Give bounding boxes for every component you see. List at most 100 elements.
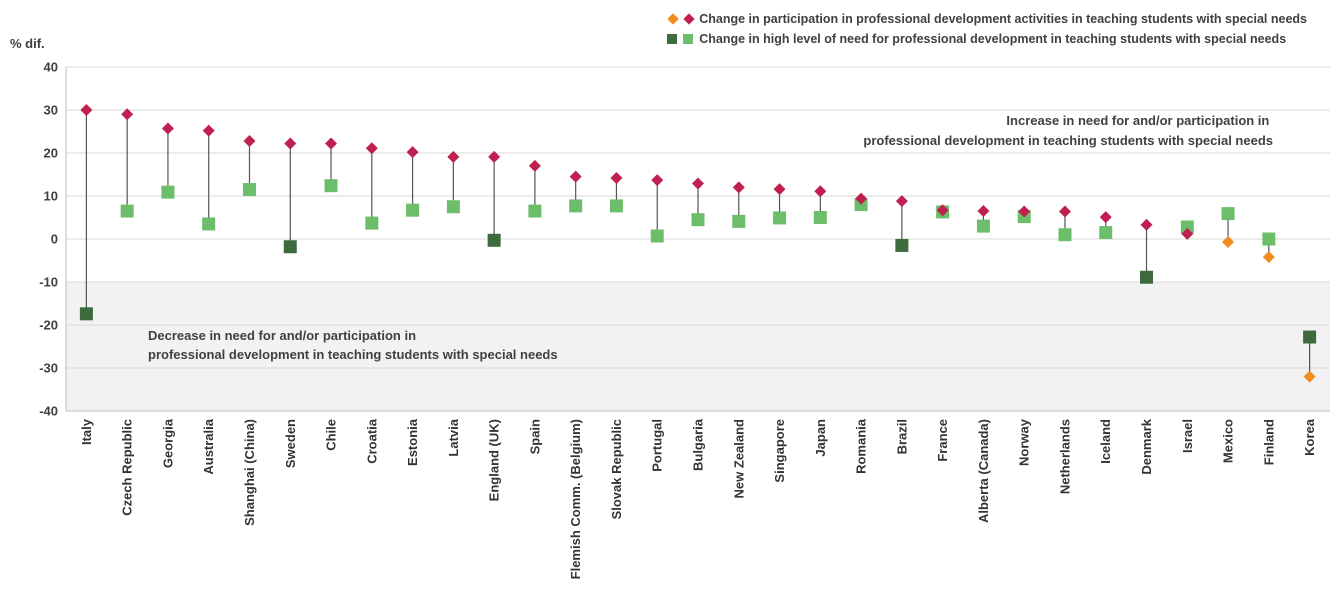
- participation-marker: [936, 204, 949, 217]
- need-marker: [487, 233, 501, 247]
- annotation-decrease: Decrease in need for and/or participatio…: [148, 328, 558, 362]
- need-marker: [650, 229, 664, 243]
- participation-marker: [692, 177, 704, 190]
- x-tick-label: Japan: [813, 419, 828, 457]
- x-tick-label: Czech Republic: [120, 419, 135, 516]
- x-tick-label: New Zealand: [731, 419, 746, 499]
- participation-marker: [651, 174, 664, 187]
- x-tick-label: Finland: [1261, 419, 1276, 465]
- need-marker: [609, 199, 623, 213]
- need-marker: [283, 240, 297, 254]
- need-marker: [732, 214, 746, 228]
- x-tick-labels: Italy Czech Republic Georgia Australia Shang…: [79, 418, 1317, 579]
- y-tick-label: 40: [44, 60, 58, 75]
- participation-marker: [406, 146, 419, 159]
- x-tick-label: Norway: [1017, 418, 1032, 466]
- x-tick-label: Croatia: [364, 418, 379, 464]
- y-axis-label: % dif.: [10, 36, 45, 51]
- need-marker: [446, 200, 460, 214]
- decrease-band: [66, 282, 1330, 411]
- x-tick-label: Slovak Republic: [609, 419, 624, 519]
- y-tick-label: 20: [44, 146, 58, 161]
- y-tick-label: -40: [39, 404, 58, 419]
- need-marker: [1058, 228, 1072, 242]
- y-tick-label: 0: [51, 232, 58, 247]
- participation-marker: [977, 205, 990, 218]
- need-marker: [691, 213, 705, 227]
- participation-marker: [610, 171, 623, 184]
- need-marker: [854, 198, 868, 212]
- participation-marker: [1018, 205, 1031, 218]
- need-marker: [365, 216, 379, 230]
- legend-diamond-negative-icon: [667, 13, 679, 25]
- participation-marker: [895, 195, 908, 208]
- need-marker: [813, 211, 827, 224]
- x-tick-label: Estonia: [405, 418, 420, 466]
- x-tick-label: Israel: [1180, 419, 1195, 453]
- participation-marker: [569, 170, 582, 183]
- x-tick-label: Australia: [201, 418, 216, 474]
- annotation-decrease-line-2: professional development in teaching stu…: [148, 347, 558, 362]
- participation-marker: [1222, 236, 1235, 249]
- x-tick-label: Sweden: [283, 419, 298, 468]
- participation-marker: [528, 159, 541, 172]
- y-tick-label: -10: [39, 275, 58, 290]
- participation-marker: [325, 137, 338, 150]
- legend-label-need: Change in high level of need for profess…: [699, 32, 1287, 46]
- legend-diamond-positive-icon: [683, 13, 695, 25]
- need-marker: [1099, 226, 1113, 240]
- legend-item-need: Change in high level of need for profess…: [667, 29, 1307, 49]
- shaded-band: [66, 282, 1330, 411]
- participation-marker: [732, 181, 745, 194]
- annotation-decrease-line-1: Decrease in need for and/or participatio…: [148, 328, 416, 343]
- need-marker: [569, 199, 583, 213]
- x-tick-label: Flemish Comm. (Belgium): [568, 419, 583, 579]
- need-marker: [79, 307, 93, 321]
- x-tick-label: Singapore: [772, 419, 787, 483]
- need-marker: [406, 203, 420, 217]
- need-marker: [1221, 207, 1235, 221]
- need-marker: [528, 204, 542, 218]
- y-tick-label: 30: [44, 103, 58, 118]
- x-tick-label: Latvia: [446, 418, 461, 456]
- participation-marker: [202, 124, 215, 137]
- x-tick-label: England (UK): [487, 419, 502, 501]
- need-marker: [120, 204, 134, 218]
- markers: [79, 104, 1317, 383]
- annotation-increase: Increase in need for and/or participatio…: [863, 113, 1273, 148]
- need-marker: [895, 238, 909, 252]
- participation-marker: [1058, 205, 1071, 218]
- legend-square-negative-icon: [667, 34, 678, 44]
- x-tick-label: Shanghai (China): [242, 419, 257, 526]
- participation-marker: [488, 150, 501, 163]
- x-tick-label: Bulgaria: [691, 418, 706, 471]
- annotation-increase-line-2: professional development in teaching stu…: [863, 133, 1273, 148]
- x-tick-label: Korea: [1302, 418, 1317, 456]
- participation-marker: [365, 142, 378, 155]
- legend-label-participation: Change in participation in professional …: [699, 12, 1307, 26]
- participation-marker: [855, 192, 868, 205]
- need-marker: [1303, 330, 1317, 344]
- participation-marker: [814, 185, 827, 198]
- need-marker: [324, 179, 338, 193]
- x-tick-label: Italy: [79, 418, 94, 445]
- annotation-increase-line-1: Increase in need for and/or participatio…: [1006, 113, 1269, 128]
- x-tick-label: Chile: [324, 419, 339, 451]
- participation-marker: [1262, 251, 1275, 264]
- participation-marker: [161, 122, 174, 135]
- y-tick-label: 10: [44, 189, 58, 204]
- need-marker: [202, 217, 216, 231]
- need-marker: [976, 219, 990, 233]
- x-tick-label: Denmark: [1139, 418, 1154, 474]
- participation-marker: [773, 183, 786, 196]
- x-tick-label: Georgia: [160, 418, 175, 468]
- legend-item-participation: Change in participation in professional …: [667, 9, 1307, 29]
- x-tick-label: Alberta (Canada): [976, 419, 991, 523]
- x-tick-label: Romania: [854, 418, 869, 474]
- participation-marker: [243, 134, 256, 147]
- participation-marker: [1303, 370, 1316, 383]
- need-marker: [1140, 270, 1154, 284]
- participation-marker: [447, 150, 460, 163]
- participation-marker: [1181, 227, 1194, 240]
